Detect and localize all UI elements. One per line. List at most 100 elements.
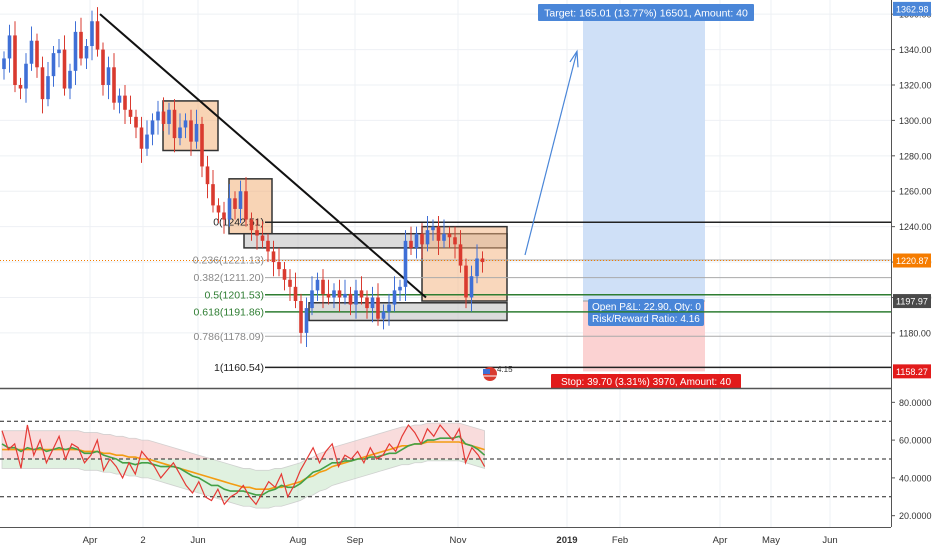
candle-body: [134, 116, 138, 128]
candle-body: [420, 233, 424, 245]
candle-body: [216, 205, 221, 213]
candle-body: [469, 276, 474, 298]
trend-lines[interactable]: [99, 13, 579, 299]
candle-down: [222, 201, 226, 234]
time-tick-label: Sep: [347, 535, 364, 546]
candle-body: [150, 120, 155, 135]
candle-body: [183, 120, 188, 128]
candle-up: [24, 53, 28, 103]
candle-down: [326, 279, 331, 305]
candle-up: [145, 120, 149, 156]
candle-body: [112, 67, 116, 103]
fibonacci-retracement[interactable]: 0(1242.51)0.236(1221.13)0.382(1211.20)0.…: [0, 217, 891, 374]
candle-body: [194, 123, 199, 142]
candle-down: [233, 191, 237, 220]
candle-down: [293, 272, 298, 309]
candle-body: [398, 286, 402, 291]
candle-body: [35, 40, 39, 68]
price-tick-label: 1320.00: [899, 80, 932, 90]
candle-body: [414, 233, 419, 248]
chart-labels: 4.15: [483, 365, 513, 381]
candle-body: [277, 262, 281, 270]
candle-down: [271, 240, 276, 277]
candle-body: [18, 84, 23, 89]
candle-up: [425, 216, 430, 252]
time-tick-label: Apr: [83, 535, 98, 546]
osc-signal-line: [2, 441, 485, 490]
rectangle-drawings[interactable]: [162, 100, 508, 322]
candle-body: [57, 49, 61, 54]
candle-body: [62, 49, 67, 89]
candle-body: [337, 290, 342, 298]
candle-body: [51, 53, 56, 77]
candle-body: [288, 279, 292, 287]
candle-up: [332, 283, 336, 309]
price-tick-label: 1340.00: [899, 45, 932, 55]
candle-body: [348, 293, 353, 305]
candle-up: [403, 230, 408, 302]
candle-body: [46, 76, 50, 100]
candle-down: [123, 84, 127, 124]
fib-level-label: 0.382(1211.20): [194, 272, 264, 284]
candle-body: [2, 58, 6, 70]
open-pnl-label: Open P&L: 22.90, Qty: 0: [592, 302, 701, 313]
candle-body: [79, 31, 83, 59]
time-tick-label: Jun: [190, 535, 205, 546]
candle-down: [266, 233, 270, 263]
candle-body: [381, 311, 386, 319]
candle-down: [299, 293, 303, 344]
osc-tick-label: 20.0000: [899, 511, 932, 521]
candle-up: [442, 219, 446, 248]
candle-up: [370, 286, 375, 323]
candle-up: [315, 272, 320, 302]
candle-down: [249, 212, 254, 241]
osc-smooth-line: [1, 435, 486, 496]
candle-down: [376, 283, 380, 326]
candle-body: [255, 230, 259, 236]
time-tick-label: Nov: [450, 535, 467, 546]
candle-body: [249, 219, 254, 231]
candle-down: [200, 116, 204, 178]
event-badge-label: 4.15: [497, 365, 513, 374]
price-badge: [893, 364, 931, 379]
time-tick-label: 2019: [556, 535, 577, 546]
candle-down: [139, 116, 144, 163]
candle-body: [442, 233, 446, 241]
candle-up: [469, 265, 474, 312]
candle-body: [282, 269, 287, 280]
candle-down: [321, 269, 325, 309]
candle-body: [425, 230, 430, 245]
candle-body: [271, 251, 276, 263]
candle-body: [156, 111, 160, 121]
candle-body: [436, 226, 441, 241]
price-badge: [893, 1, 931, 16]
candlesticks: [2, 7, 485, 348]
candle-body: [101, 49, 105, 85]
stop-label-bg: [551, 374, 741, 389]
fib-level-label: 0(1242.51): [213, 217, 264, 229]
price-tick-label: 1300.00: [899, 116, 932, 126]
candle-up: [414, 226, 419, 259]
candle-down: [189, 109, 193, 156]
candle-down: [255, 219, 259, 250]
candle-down: [480, 251, 485, 273]
price-badge-label: 1220.87: [896, 256, 929, 266]
candle-up: [73, 21, 78, 85]
candle-down: [337, 279, 342, 312]
candle-body: [189, 120, 193, 142]
fib-level-label: 0.618(1191.86): [194, 306, 264, 318]
candle-body: [260, 235, 265, 241]
candle-up: [304, 297, 309, 348]
candle-down: [95, 7, 100, 57]
candle-down: [420, 223, 424, 259]
candle-down: [348, 286, 353, 316]
candle-down: [211, 169, 215, 213]
candle-up: [431, 219, 435, 241]
candle-down: [359, 276, 364, 305]
candle-up: [475, 244, 479, 284]
fib-level-label: 0.5(1201.53): [204, 289, 264, 301]
candle-down: [79, 17, 83, 66]
candle-down: [282, 262, 287, 291]
candle-up: [84, 38, 89, 70]
